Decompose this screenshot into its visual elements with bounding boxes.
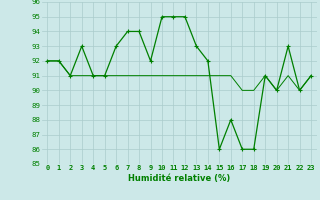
- X-axis label: Humidité relative (%): Humidité relative (%): [128, 174, 230, 183]
